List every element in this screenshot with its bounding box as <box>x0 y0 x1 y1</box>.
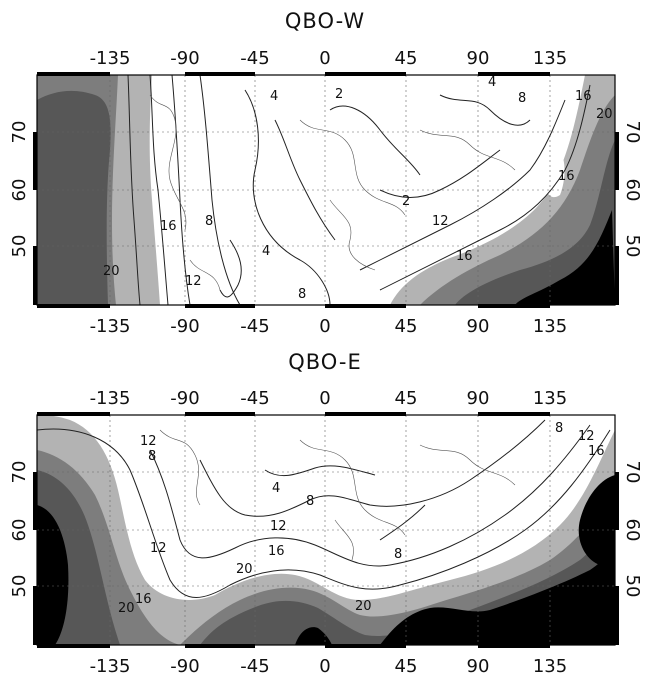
map-area: 4 2 8 16 12 20 4 2 8 16 12 16 20 16 8 4 <box>37 75 615 305</box>
x-tick-top: -135 <box>90 48 131 69</box>
x-tick-top: -45 <box>240 48 269 69</box>
contour-label: 12 <box>185 274 202 289</box>
shade-level4-west <box>37 505 69 645</box>
x-tick-top: 0 <box>319 388 330 409</box>
x-tick-bottom: 90 <box>467 316 490 337</box>
contour-label: 16 <box>575 89 592 104</box>
x-tick-top: 45 <box>395 388 418 409</box>
contour-label: 16 <box>268 544 285 559</box>
contour-label: 16 <box>588 444 605 459</box>
map-area: 12 8 4 8 12 16 20 12 20 16 8 20 16 12 8 <box>37 415 615 645</box>
x-tick-bottom: -90 <box>170 656 199 677</box>
contour-label: 20 <box>118 601 135 616</box>
y-tick-left: 50 <box>9 235 30 258</box>
shade-level4-east <box>515 210 615 305</box>
contour-label: 8 <box>205 214 213 229</box>
contour-label: 12 <box>432 214 449 229</box>
x-tick-top: 90 <box>467 48 490 69</box>
contour-label: 8 <box>298 287 306 302</box>
shade-level3-west <box>37 90 111 305</box>
x-tick-top: -90 <box>170 388 199 409</box>
contour-label: 2 <box>335 87 343 102</box>
x-tick-bottom: 45 <box>395 316 418 337</box>
contour-label: 8 <box>394 547 402 562</box>
x-tick-bottom: 135 <box>533 316 567 337</box>
contour-lines <box>127 75 591 305</box>
coastlines <box>149 94 516 291</box>
y-tick-right: 70 <box>622 461 643 484</box>
x-tick-top: -90 <box>170 48 199 69</box>
contour-label: 8 <box>306 494 314 509</box>
contour-label: 16 <box>558 169 575 184</box>
contour-label: 8 <box>518 91 526 106</box>
contour-label: 4 <box>488 75 496 90</box>
x-tick-bottom: 0 <box>319 316 330 337</box>
x-tick-bottom: 45 <box>395 656 418 677</box>
y-tick-left: 60 <box>9 179 30 202</box>
contour-label: 12 <box>578 429 595 444</box>
x-tick-top: 0 <box>319 48 330 69</box>
contour-label: 20 <box>596 107 613 122</box>
frame-ticks <box>33 412 619 648</box>
x-tick-bottom: 135 <box>533 656 567 677</box>
contour-label: 4 <box>270 89 278 104</box>
shade-white-island <box>547 150 565 198</box>
y-tick-right: 60 <box>622 519 643 542</box>
contour-label: 16 <box>160 219 177 234</box>
shade-level3-east <box>455 140 615 305</box>
contour-label: 16 <box>135 592 152 607</box>
panel-title: QBO-E <box>288 350 362 374</box>
x-tick-top: 135 <box>533 388 567 409</box>
y-tick-left: 70 <box>9 461 30 484</box>
contour-label: 12 <box>150 541 167 556</box>
contour-label: 8 <box>148 449 156 464</box>
coastlines <box>159 429 516 561</box>
y-tick-right: 50 <box>622 235 643 258</box>
x-tick-bottom: -135 <box>90 656 131 677</box>
y-tick-left: 50 <box>9 575 30 598</box>
y-tick-right: 70 <box>622 121 643 144</box>
x-tick-bottom: -45 <box>240 316 269 337</box>
x-tick-bottom: -90 <box>170 316 199 337</box>
x-tick-top: 45 <box>395 48 418 69</box>
contour-label: 20 <box>103 264 120 279</box>
x-tick-bottom: -45 <box>240 656 269 677</box>
contour-label: 12 <box>140 434 157 449</box>
shade-level1 <box>37 415 615 645</box>
panel-title: QBO-W <box>285 9 365 33</box>
shade-level4-east <box>578 475 615 565</box>
contour-label: 2 <box>402 194 410 209</box>
frame-ticks <box>33 72 619 308</box>
x-tick-top: 90 <box>467 388 490 409</box>
x-tick-top: -135 <box>90 388 131 409</box>
contour-label: 20 <box>236 562 253 577</box>
contour-label: 4 <box>272 481 280 496</box>
panel-qbo-e: QBO-E -135 -90 -45 0 45 90 135 <box>9 350 643 677</box>
contour-label: 20 <box>355 599 372 614</box>
contour-label: 4 <box>262 244 270 259</box>
shade-level4-center <box>380 545 615 645</box>
panel-qbo-w: QBO-W -135 -90 -45 0 45 90 135 <box>9 9 643 337</box>
contour-label: 16 <box>456 249 473 264</box>
x-tick-bottom: 0 <box>319 656 330 677</box>
x-tick-bottom: 90 <box>467 656 490 677</box>
y-tick-right: 50 <box>622 575 643 598</box>
gridlines <box>37 415 615 645</box>
y-tick-left: 60 <box>9 519 30 542</box>
x-tick-top: 135 <box>533 48 567 69</box>
contour-lines <box>37 419 611 598</box>
y-tick-right: 60 <box>622 179 643 202</box>
x-tick-top: -45 <box>240 388 269 409</box>
y-tick-left: 70 <box>9 121 30 144</box>
contour-label: 8 <box>555 421 563 436</box>
x-tick-bottom: -135 <box>90 316 131 337</box>
contour-label: 12 <box>270 519 287 534</box>
shade-level4-center-2 <box>295 627 332 645</box>
